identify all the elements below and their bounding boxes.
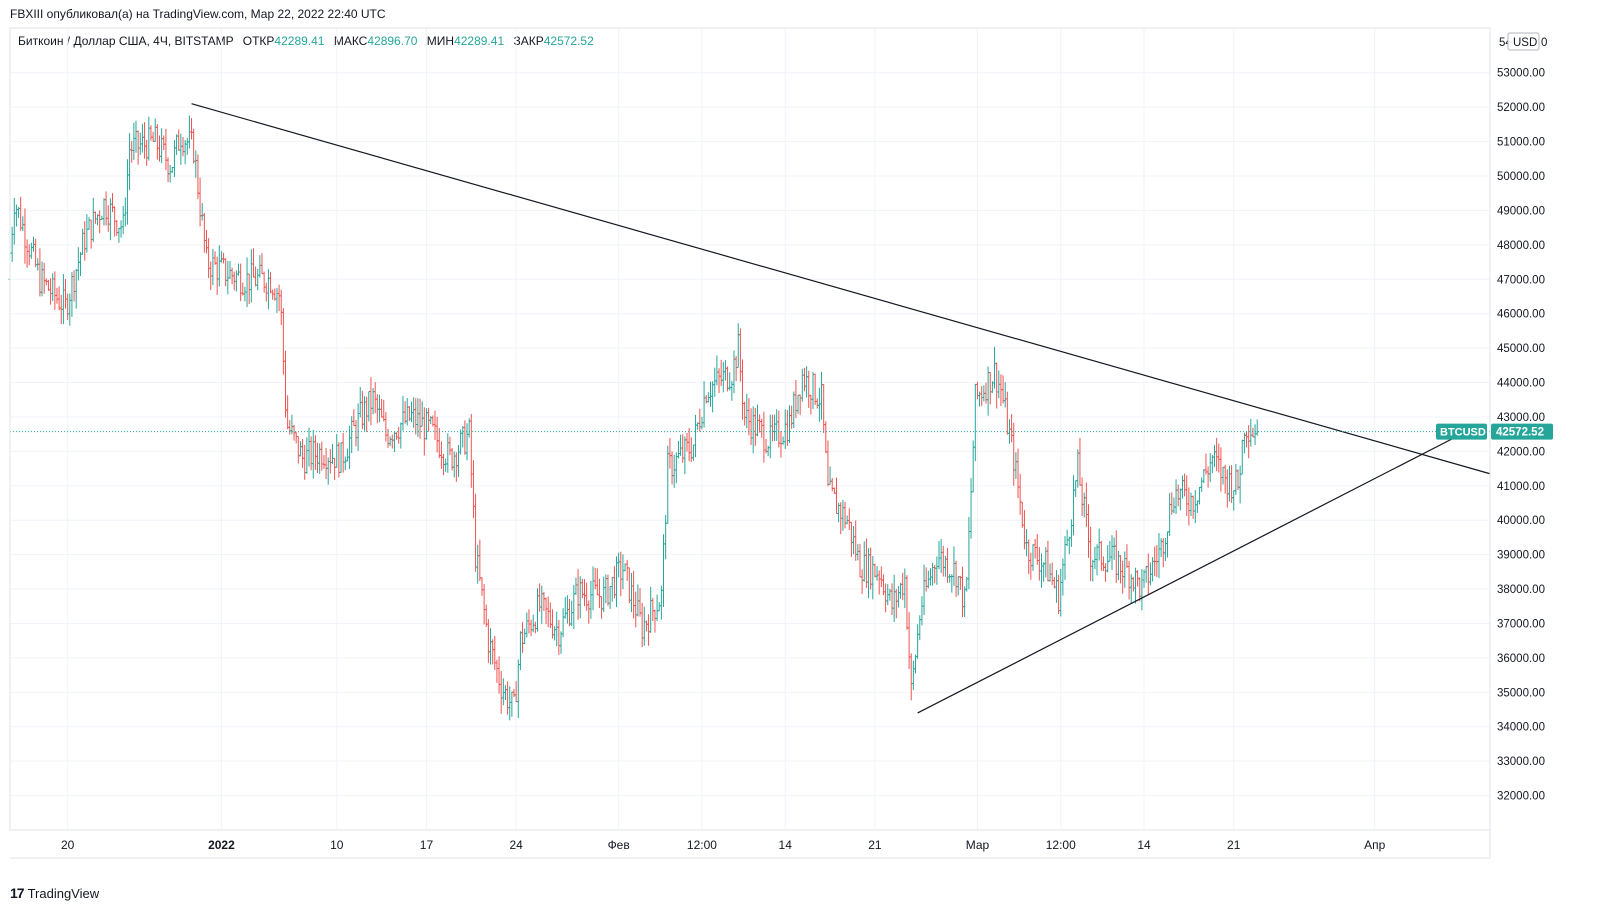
time-tick-label: 24: [509, 838, 523, 852]
price-tick-label: 45000.00: [1497, 343, 1545, 355]
trendline[interactable]: [917, 435, 1459, 714]
price-tick-label: 39000.00: [1497, 550, 1545, 562]
time-tick-label: 12:00: [687, 838, 717, 852]
last-price-badges[interactable]: BTCUSD 42572.52: [1436, 423, 1553, 440]
time-tick-label: Мар: [966, 838, 990, 852]
low-label: МИН: [426, 34, 455, 48]
footer-brand[interactable]: 17 TradingView: [10, 885, 99, 901]
price-axis-top-partial-tail: 0: [1541, 37, 1547, 49]
tradingview-logo-icon: 17: [10, 885, 25, 901]
price-tick-label: 41000.00: [1497, 481, 1545, 493]
price-tick-label: 38000.00: [1497, 584, 1545, 596]
price-tick-label: 52000.00: [1497, 102, 1545, 114]
plot-frame: [9, 27, 1491, 831]
time-tick-label: 12:00: [1046, 838, 1076, 852]
price-tick-label: 47000.00: [1497, 274, 1545, 286]
price-tick-label: 32000.00: [1497, 791, 1545, 803]
symbol-badge-label: BTCUSD: [1440, 427, 1486, 439]
trendlines: [191, 103, 1491, 714]
time-tick-label: 14: [779, 838, 793, 852]
candles: [8, 115, 1259, 721]
price-tick-label: 50000.00: [1497, 171, 1545, 183]
time-tick-label: 21: [868, 838, 882, 852]
symbol-badge-bg: [1436, 423, 1487, 440]
symbol-title[interactable]: Биткоин / Доллар США, 4Ч, BITSTAMP: [18, 34, 234, 48]
price-tick-label: 53000.00: [1497, 68, 1545, 80]
price-tick-label: 42000.00: [1497, 446, 1545, 458]
currency-badge[interactable]: [1507, 32, 1540, 51]
axis-top-partial: 54 USD 0: [1499, 32, 1547, 51]
last-price-badge-label: 42572.52: [1496, 427, 1544, 439]
price-tick-label: 33000.00: [1497, 756, 1545, 768]
price-tick-label: 51000.00: [1497, 137, 1545, 149]
price-axis[interactable]: 32000.00 33000.00 34000.00 35000.00 36000.00…: [1497, 68, 1545, 803]
price-tick-label: 43000.00: [1497, 412, 1545, 424]
trendline[interactable]: [191, 103, 1491, 475]
tradingview-brand-label: TradingView: [27, 885, 100, 901]
time-tick-label: Фев: [608, 838, 630, 852]
price-tick-label: 48000.00: [1497, 240, 1545, 252]
price-tick-label: 35000.00: [1497, 687, 1545, 699]
price-tick-label: 46000.00: [1497, 309, 1545, 321]
open-label: ОТКР: [242, 34, 275, 48]
time-tick-label: 14: [1137, 838, 1151, 852]
price-tick-label: 44000.00: [1497, 378, 1545, 390]
time-tick-label: 2022: [208, 838, 235, 852]
time-tick-label: 21: [1227, 838, 1241, 852]
time-tick-label: 10: [330, 838, 344, 852]
time-tick-label: 17: [420, 838, 434, 852]
symbol-legend: Биткоин / Доллар США, 4Ч, BITSTAMP ОТКР4…: [18, 34, 600, 48]
close-value: 42572.52: [543, 34, 594, 48]
chart-grid: [10, 28, 1490, 830]
time-tick-label: Апр: [1364, 838, 1386, 852]
currency-label[interactable]: USD: [1513, 37, 1537, 49]
price-tick-label: 40000.00: [1497, 515, 1545, 527]
high-value: 42896.70: [367, 34, 418, 48]
high-label: МАКС: [333, 34, 368, 48]
price-tick-label: 49000.00: [1497, 205, 1545, 217]
price-tick-label: 34000.00: [1497, 722, 1545, 734]
price-tick-label: 36000.00: [1497, 653, 1545, 665]
time-axis[interactable]: 20 2022 10 17 24 Фев 12:00 14 21 Мар 12:00 14 21 Апр: [61, 838, 1386, 852]
published-caption: FBXIII опубликовал(а) на TradingView.com…: [10, 7, 386, 21]
time-tick-label: 20: [61, 838, 75, 852]
low-value: 42289.41: [454, 34, 505, 48]
open-value: 42289.41: [274, 34, 325, 48]
close-label: ЗАКР: [513, 34, 544, 48]
last-price-badge-bg: [1491, 423, 1553, 440]
price-tick-label: 37000.00: [1497, 618, 1545, 630]
